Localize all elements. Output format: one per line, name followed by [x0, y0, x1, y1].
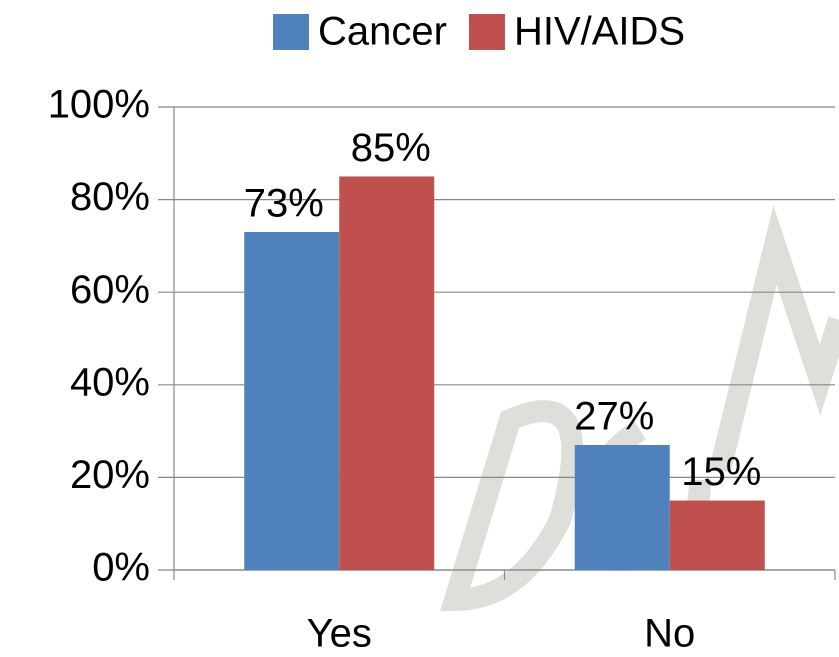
y-tick-label: 0% — [92, 546, 150, 590]
legend-label: HIV/AIDS — [514, 10, 685, 54]
value-label: 73% — [244, 182, 324, 226]
legend-swatch — [273, 14, 309, 50]
bar — [339, 176, 435, 570]
bar — [669, 500, 765, 570]
legend-swatch — [468, 14, 505, 50]
x-tick-label: No — [644, 612, 695, 656]
bar — [574, 444, 670, 570]
bar — [244, 232, 340, 570]
value-label: 27% — [574, 395, 654, 439]
value-label: 15% — [681, 450, 761, 494]
value-label: 85% — [351, 126, 431, 170]
y-tick-label: 100% — [48, 83, 150, 127]
legend-label: Cancer — [318, 10, 447, 54]
y-tick-label: 80% — [70, 175, 150, 219]
x-tick-label: Yes — [307, 612, 372, 656]
y-tick-label: 20% — [70, 453, 150, 497]
y-tick-label: 60% — [70, 268, 150, 312]
y-tick-label: 40% — [70, 360, 150, 404]
